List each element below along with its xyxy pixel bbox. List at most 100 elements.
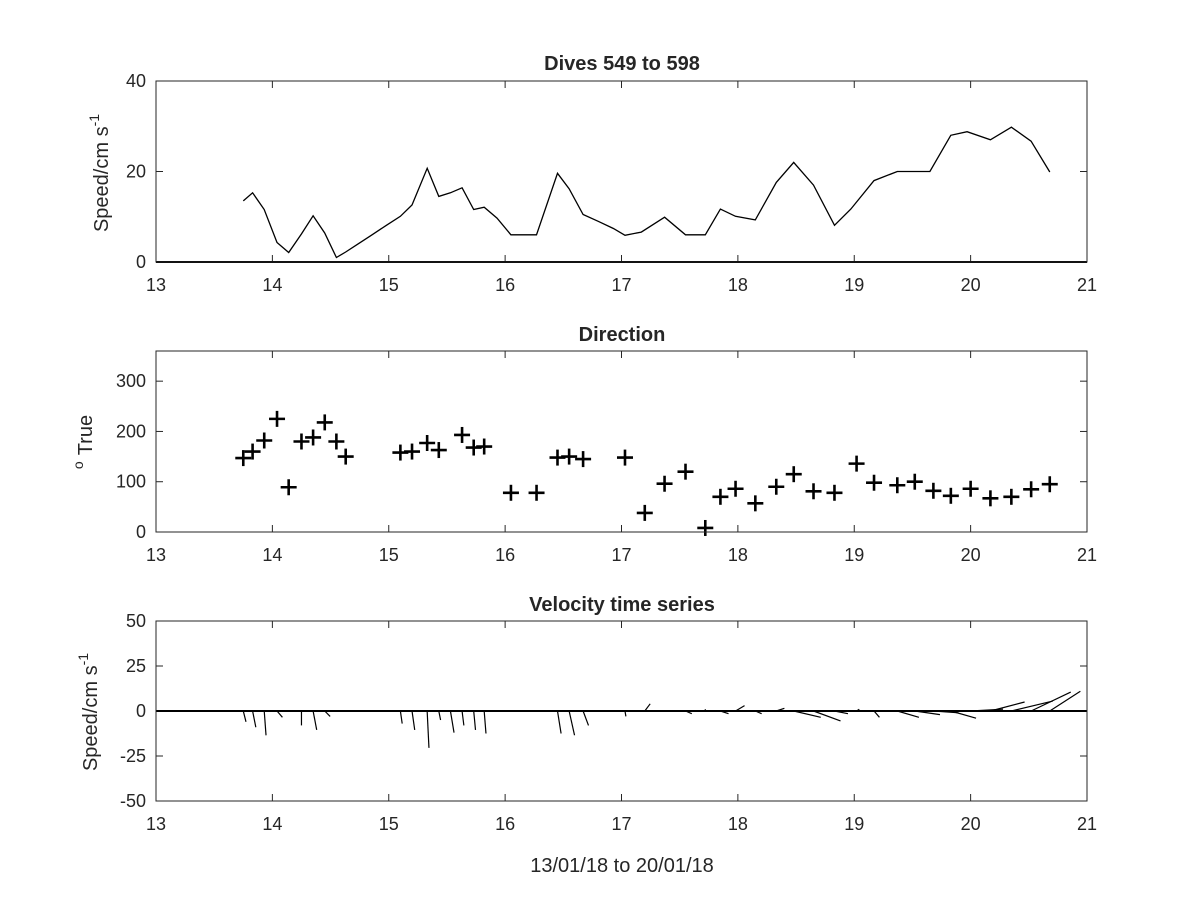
x-tick-label: 17 bbox=[611, 545, 631, 565]
velocity-stick bbox=[735, 705, 745, 712]
x-tick-label: 13 bbox=[146, 545, 166, 565]
x-tick-label: 20 bbox=[961, 814, 981, 834]
velocity-stick bbox=[438, 710, 442, 721]
direction-point bbox=[697, 519, 714, 536]
direction-panel: Direction o True 13 14 15 16 17 18 19 20 21 0 100 20… bbox=[70, 324, 1097, 565]
velocity-stick bbox=[950, 710, 977, 719]
velocity-stick bbox=[426, 710, 430, 748]
velocity-stick bbox=[242, 710, 247, 722]
x-tick-label: 15 bbox=[379, 814, 399, 834]
y-tick-label: 100 bbox=[116, 472, 146, 492]
direction-point bbox=[528, 484, 545, 501]
axis-ticks: 13 14 15 16 17 18 19 20 21 0 100 200 300 bbox=[116, 351, 1097, 565]
chart-title: Direction bbox=[579, 324, 666, 346]
direction-point bbox=[337, 448, 354, 465]
direction-point bbox=[962, 480, 979, 497]
direction-point bbox=[419, 435, 436, 452]
velocity-stick bbox=[324, 710, 331, 717]
x-tick-label: 21 bbox=[1077, 275, 1097, 295]
axis-ticks: 13 14 15 16 17 18 19 20 21 -50 -25 0 25 50 bbox=[120, 611, 1097, 834]
direction-point bbox=[636, 504, 653, 521]
velocity-stick bbox=[263, 710, 267, 736]
axis-ticks: 13 14 15 16 17 18 19 20 21 0 20 40 bbox=[126, 71, 1097, 295]
velocity-stick bbox=[461, 710, 465, 726]
velocity-stick bbox=[720, 710, 729, 715]
y-axis-label-superscript: -1 bbox=[86, 114, 102, 127]
plot-area bbox=[155, 350, 1088, 533]
direction-point bbox=[293, 433, 310, 450]
velocity-stick bbox=[685, 710, 693, 715]
y-tick-label: 0 bbox=[136, 252, 146, 272]
x-tick-label: 14 bbox=[262, 545, 282, 565]
direction-point bbox=[866, 474, 883, 491]
direction-point bbox=[1003, 488, 1020, 505]
direction-point bbox=[982, 490, 999, 507]
direction-point bbox=[826, 484, 843, 501]
direction-point bbox=[430, 442, 447, 459]
velocity-stick bbox=[1049, 690, 1081, 712]
y-axis-label-text: Speed/cm s bbox=[80, 665, 102, 771]
svg-text:Speed/cm s-1: Speed/cm s-1 bbox=[86, 114, 113, 232]
velocity-stick bbox=[449, 710, 455, 733]
y-axis-label: o True bbox=[70, 415, 97, 469]
x-tick-label: 18 bbox=[728, 545, 748, 565]
x-tick-label: 16 bbox=[495, 545, 515, 565]
direction-point bbox=[727, 480, 744, 497]
y-tick-label: 200 bbox=[116, 421, 146, 441]
y-tick-label: 0 bbox=[136, 701, 146, 721]
velocity-stick bbox=[990, 701, 1025, 712]
x-tick-label: 20 bbox=[961, 545, 981, 565]
velocity-stick bbox=[556, 710, 562, 734]
direction-point bbox=[502, 484, 519, 501]
velocity-stick bbox=[411, 710, 416, 730]
direction-point bbox=[404, 443, 421, 460]
direction-point bbox=[235, 450, 252, 467]
velocity-stick bbox=[914, 710, 941, 716]
velocity-stick bbox=[834, 710, 849, 715]
chart-title: Velocity time series bbox=[529, 594, 715, 616]
velocity-stick bbox=[897, 710, 920, 718]
direction-point bbox=[316, 414, 333, 431]
plot-area bbox=[155, 80, 1088, 263]
speed-series bbox=[242, 126, 1051, 259]
direction-point bbox=[768, 478, 785, 495]
direction-point bbox=[848, 455, 865, 472]
x-tick-label: 18 bbox=[728, 275, 748, 295]
velocity-panel: Velocity time series Speed/cm s-1 13 14 15… bbox=[75, 594, 1097, 877]
y-tick-label: 50 bbox=[126, 611, 146, 631]
velocity-stick bbox=[793, 710, 821, 718]
velocity-stick bbox=[399, 710, 403, 724]
direction-point bbox=[305, 429, 322, 446]
velocity-stick bbox=[1030, 691, 1071, 712]
x-tick-label: 14 bbox=[262, 814, 282, 834]
direction-point bbox=[280, 479, 297, 496]
velocity-stick bbox=[873, 710, 880, 718]
direction-point bbox=[712, 488, 729, 505]
velocity-stick bbox=[276, 710, 283, 718]
velocity-stick bbox=[776, 707, 785, 712]
plot-area bbox=[155, 620, 1088, 802]
x-tick-label: 21 bbox=[1077, 545, 1097, 565]
y-tick-label: 40 bbox=[126, 71, 146, 91]
direction-point bbox=[561, 448, 578, 465]
direction-point bbox=[476, 438, 493, 455]
speed-panel: Dives 549 to 598 Speed/cm s-1 13 14 15 16 17… bbox=[86, 53, 1097, 295]
velocity-stick bbox=[483, 710, 487, 734]
speed-line bbox=[242, 126, 1051, 259]
velocity-stick bbox=[582, 710, 590, 726]
x-tick-label: 16 bbox=[495, 814, 515, 834]
direction-point bbox=[1023, 481, 1040, 498]
direction-point bbox=[1041, 476, 1058, 493]
y-axis-label-text: True bbox=[75, 415, 97, 455]
velocity-stick bbox=[1011, 700, 1053, 712]
direction-point bbox=[747, 495, 764, 512]
svg-text:Speed/cm s-1: Speed/cm s-1 bbox=[75, 653, 102, 771]
velocity-stick bbox=[568, 710, 576, 736]
x-tick-label: 15 bbox=[379, 545, 399, 565]
velocity-stick bbox=[312, 710, 318, 731]
direction-series bbox=[235, 410, 1058, 536]
direction-point bbox=[328, 433, 345, 450]
x-tick-label: 14 bbox=[262, 275, 282, 295]
x-tick-label: 19 bbox=[844, 275, 864, 295]
velocity-sticks bbox=[242, 690, 1081, 748]
